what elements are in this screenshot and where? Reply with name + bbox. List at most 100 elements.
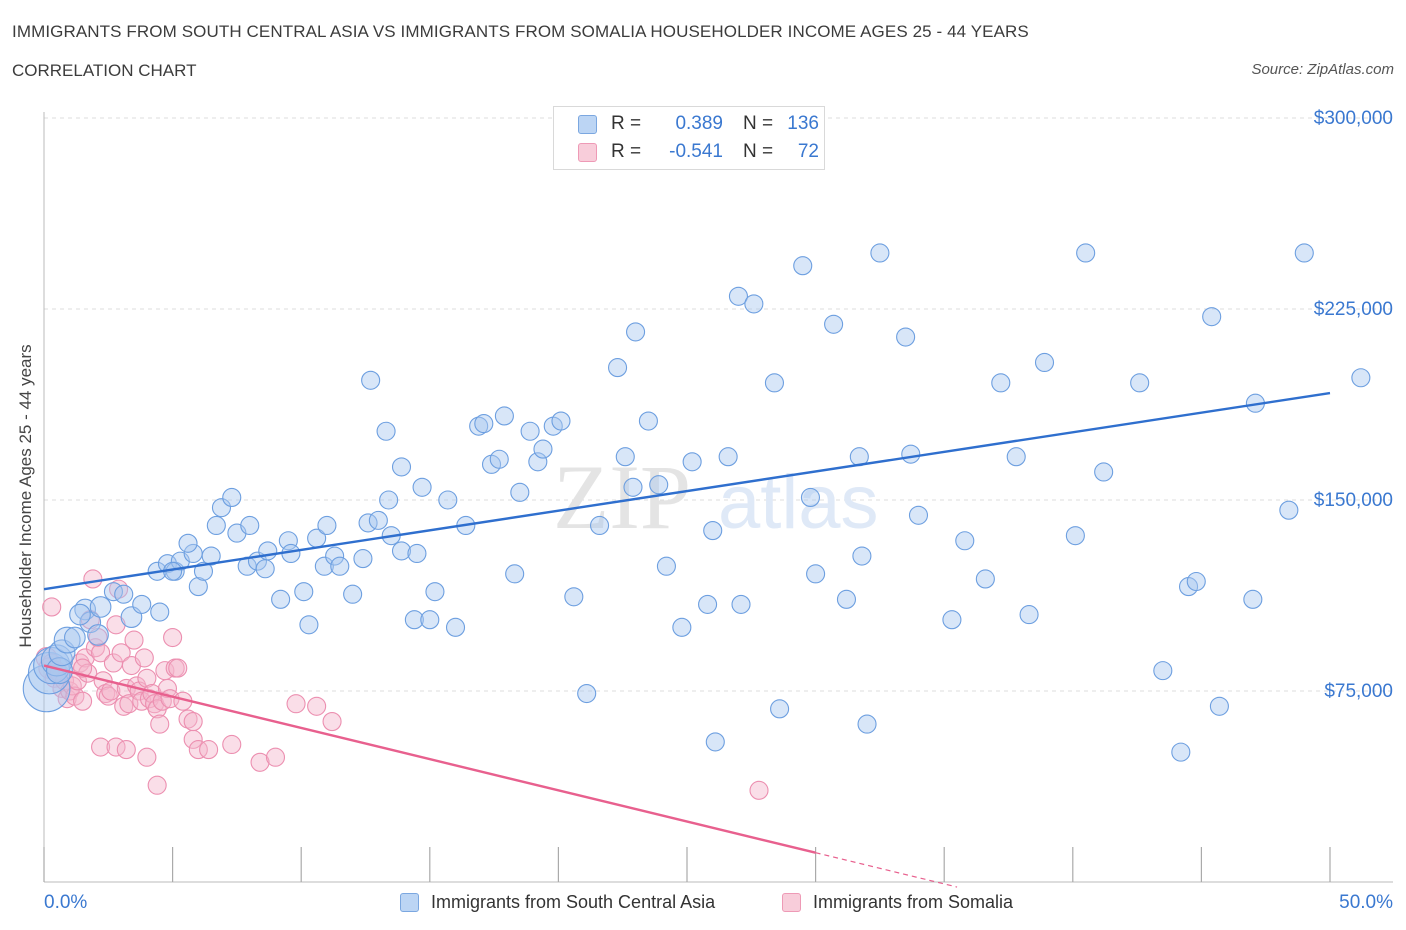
somalia-point <box>168 658 188 678</box>
south-central-asia-point <box>188 577 208 597</box>
south-central-asia-point <box>991 373 1011 393</box>
south-central-asia-point <box>376 421 396 441</box>
south-central-asia-point <box>1294 243 1314 263</box>
south-central-asia-point <box>731 594 751 614</box>
somalia-point <box>163 627 183 648</box>
legend-n-value: 72 <box>797 141 819 162</box>
south-central-asia-point <box>1006 447 1026 467</box>
legend-swatch-blue <box>578 114 597 134</box>
somalia-point <box>91 737 111 757</box>
south-central-asia-point <box>278 531 298 551</box>
x-tick-label-end: 50.0% <box>1339 892 1393 913</box>
somalia-trend-extension <box>815 852 958 888</box>
south-central-asia-point <box>404 610 424 630</box>
south-central-asia-point <box>206 515 226 536</box>
south-central-asia-point <box>896 327 916 347</box>
somalia-point <box>109 579 129 599</box>
south-central-asia-point <box>682 452 702 472</box>
somalia-point <box>265 747 286 767</box>
south-central-asia-point <box>132 594 152 614</box>
south-central-asia-point <box>1065 526 1085 546</box>
south-central-asia-point <box>942 610 962 630</box>
south-central-asia-point <box>114 584 134 604</box>
legend-n-label: N = <box>743 141 774 162</box>
somalia-point <box>137 668 157 688</box>
y-tick-label: $75,000 <box>1324 681 1393 702</box>
south-central-asia-point <box>564 587 584 607</box>
bottom-legend-somalia: Immigrants from Somalia <box>782 889 1013 915</box>
somalia-point <box>152 691 172 711</box>
south-central-asia-point <box>33 646 71 685</box>
south-central-asia-point <box>178 533 198 553</box>
legend-r-label: R = <box>611 113 642 134</box>
south-central-asia-point <box>379 490 399 510</box>
south-central-asia-point <box>240 515 260 536</box>
legend-row-somalia: R = -0.541 N = 72 <box>578 140 819 164</box>
somalia-point <box>188 740 208 760</box>
south-central-asia-point <box>1076 243 1096 263</box>
legend-n-value: 136 <box>787 113 819 134</box>
trend-lines <box>43 391 1331 888</box>
y-tick-label: $225,000 <box>1314 299 1393 320</box>
legend-row-south-central-asia: R = 0.389 N = 136 <box>578 112 819 136</box>
south-central-asia-point <box>908 505 929 525</box>
somalia-point <box>322 712 342 732</box>
south-central-asia-point <box>425 582 445 602</box>
somalia-point <box>96 683 116 704</box>
south-central-asia-point <box>703 521 723 541</box>
south-central-asia-point <box>474 414 494 434</box>
south-central-asia-point <box>1153 661 1173 681</box>
south-central-asia-point <box>258 541 278 561</box>
south-central-asia-point <box>824 314 844 334</box>
y-tick-label: $150,000 <box>1314 490 1393 511</box>
south-central-asia-point <box>1243 589 1263 609</box>
south-central-asia-point <box>638 411 658 431</box>
south-central-asia-point <box>64 626 86 649</box>
south-central-asia-point <box>445 617 466 637</box>
south-central-asia-point <box>510 482 530 502</box>
south-central-asia-point <box>69 603 91 626</box>
somalia-point <box>145 694 165 714</box>
watermark: ZIP atlas <box>553 446 879 548</box>
somalia-point <box>91 643 111 663</box>
south-central-asia-point <box>764 373 784 393</box>
south-central-asia-point <box>800 487 821 508</box>
south-central-asia-point <box>150 602 170 622</box>
south-central-asia-point <box>857 714 877 734</box>
south-central-asia-point <box>955 531 975 551</box>
somalia-point <box>134 648 154 668</box>
south-central-asia-point <box>89 596 112 618</box>
south-central-asia-point <box>505 564 525 584</box>
south-central-asia-point <box>770 699 790 719</box>
south-central-asia-point <box>211 498 232 518</box>
correlation-legend: R = 0.389 N = 136 R = -0.541 N = 72 <box>553 106 825 170</box>
watermark-zip: ZIP <box>553 446 691 548</box>
south-central-asia-point <box>975 569 995 589</box>
south-central-asia-point <box>343 584 363 604</box>
somalia-point <box>70 653 90 673</box>
south-central-asia-point <box>193 561 214 581</box>
south-central-asia-point <box>353 549 373 569</box>
south-central-asia-point <box>201 546 221 566</box>
south-central-asia-point <box>698 594 718 614</box>
somalia-trend-line <box>43 664 816 854</box>
south-central-asia-point <box>1209 696 1229 716</box>
somalia-point <box>111 643 131 663</box>
legend-swatch-pink <box>578 142 597 162</box>
y-tick-labels: $75,000 $150,000 $225,000 $300,000 <box>1314 108 1393 702</box>
south-central-asia-point <box>577 683 597 704</box>
somalia-point <box>147 775 167 795</box>
south-central-asia-point <box>520 421 540 441</box>
south-central-asia-point <box>391 457 412 477</box>
south-central-asia-point <box>1202 307 1222 327</box>
south-central-asia-point <box>852 546 872 566</box>
south-central-asia-point <box>412 477 432 497</box>
south-central-asia-point <box>420 610 440 630</box>
somalia-points <box>35 569 769 800</box>
y-tick-label: $300,000 <box>1314 108 1393 129</box>
somalia-point <box>250 752 270 772</box>
somalia-point <box>137 747 157 767</box>
source-label: Source: ZipAtlas.com <box>1251 61 1394 78</box>
south-central-asia-point <box>314 556 334 576</box>
south-central-asia-point <box>391 541 412 561</box>
